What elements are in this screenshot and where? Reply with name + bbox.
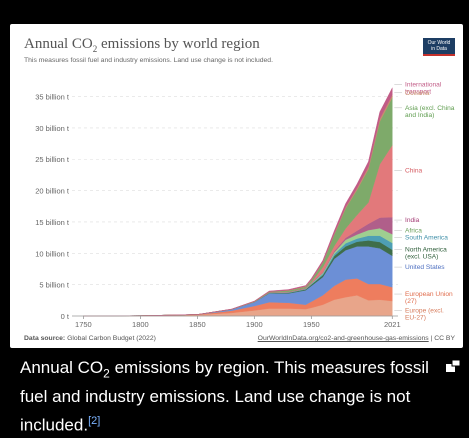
enlarge-icon[interactable] [446, 360, 460, 372]
x-tick-label: 2021 [384, 320, 401, 329]
data-source-label: Data source: [24, 335, 66, 342]
x-tick-label: 1800 [132, 320, 149, 329]
data-source-text: Global Carbon Budget (2022) [65, 335, 156, 342]
legend-label: International transport [405, 82, 442, 96]
y-tick-label: 20 billion t [35, 187, 70, 196]
y-tick-label: 5 billion t [39, 281, 70, 290]
legend-label: South America [405, 235, 448, 242]
legend-label: European Union (27) [405, 291, 453, 305]
legend-label: India [405, 217, 420, 224]
area-europe-excl-eu-27 [83, 295, 393, 317]
chart-title-pre: Annual CO [24, 36, 93, 52]
caption-reference-link[interactable]: [2] [88, 415, 101, 428]
chart-title-subscript: 2 [92, 44, 98, 54]
chart-title-post: emissions by world region [97, 36, 260, 52]
figure-caption: Annual CO2 emissions by region. This mea… [20, 356, 460, 438]
source-link[interactable]: OurWorldInData.org/co2-and-greenhouse-ga… [257, 335, 429, 342]
logo-line-2: in Data [431, 46, 447, 52]
legend-label: Asia (excl. China and India) [405, 105, 455, 119]
chart-plot: 0 t 5 billion t 10 billion t 15 billion t 20… [35, 82, 455, 329]
source-url: OurWorldInData.org/co2-and-greenhouse-ga… [258, 335, 455, 342]
y-tick-label: 25 billion t [35, 155, 70, 164]
chart-subtitle: This measures fossil fuel and industry e… [24, 57, 273, 64]
y-tick-label: 10 billion t [35, 249, 70, 258]
logo-line-1: Our World [427, 40, 451, 46]
caption-post: emissions by region. This measures fossi… [20, 358, 429, 436]
caption-subscript: 2 [103, 366, 110, 381]
x-tick-label: 1850 [189, 320, 206, 329]
license-text: | CC BY [428, 335, 455, 342]
y-tick-label: 35 billion t [35, 93, 70, 102]
chart-title: Annual CO2 emissions by world region [24, 36, 260, 54]
y-tick-label: 0 t [61, 312, 70, 321]
legend-label: United States [405, 264, 445, 271]
data-source: Data source: Global Carbon Budget (2022) [24, 335, 156, 342]
legend-label: Africa [405, 228, 422, 235]
y-tick-label: 15 billion t [35, 218, 70, 227]
x-tick-label: 1950 [303, 320, 320, 329]
x-tick-label: 1900 [246, 320, 263, 329]
legend-label: North America (excl. USA) [405, 247, 447, 261]
area-international-transport [83, 87, 393, 317]
chart-figure: Annual CO2 emissions by world region Thi… [10, 24, 463, 348]
legend-label: China [405, 168, 423, 175]
owid-logo[interactable]: Our World in Data [423, 38, 455, 56]
legend-label: Oceania [405, 90, 430, 97]
y-tick-label: 30 billion t [35, 124, 70, 133]
caption-pre: Annual CO [20, 358, 104, 377]
x-tick-label: 1750 [75, 320, 92, 329]
legend-label: Europe (excl. EU-27) [405, 307, 444, 321]
